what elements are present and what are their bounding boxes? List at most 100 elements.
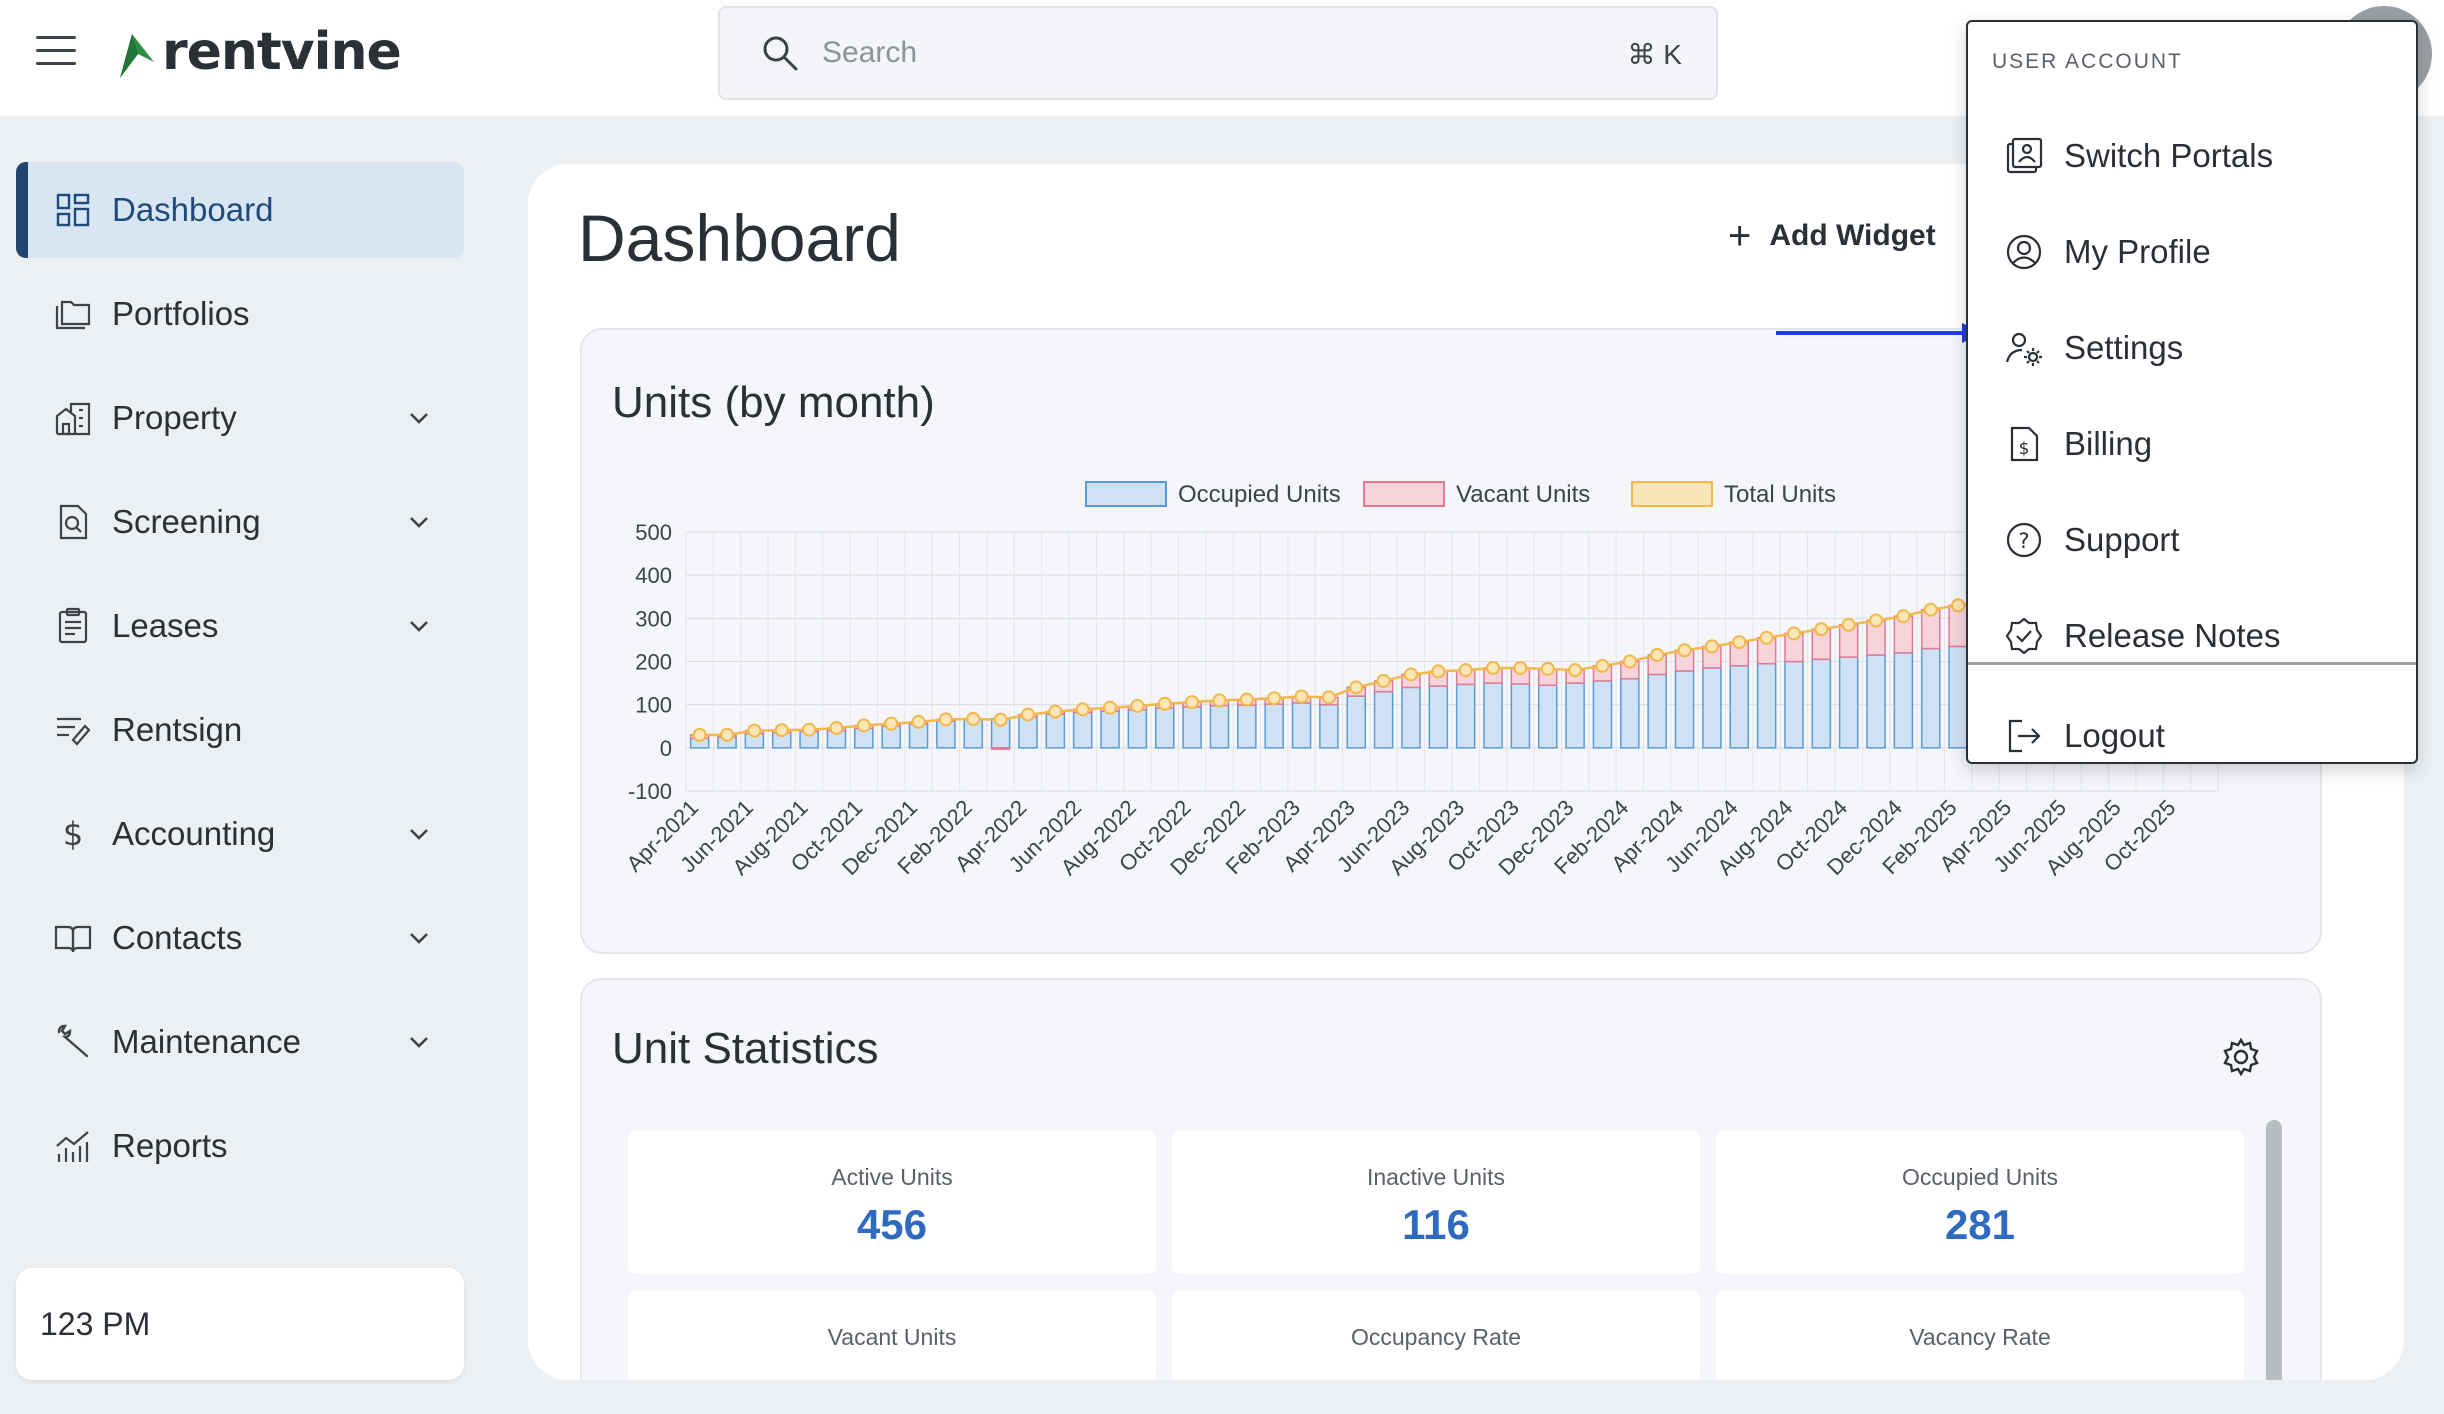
svg-text:?: ? [2018, 529, 2029, 553]
menu-header: USER ACCOUNT [1992, 50, 2183, 73]
menu-item-label: Switch Portals [2064, 137, 2274, 174]
occupied-bar [1072, 711, 1093, 749]
stat-vacancy-rate: Vacancy Rate [1716, 1290, 2244, 1380]
plus-icon: + [1728, 214, 1752, 258]
scrollbar[interactable] [2266, 1120, 2282, 1380]
menu-item-label: Settings [2064, 329, 2184, 366]
sidebar-item-leases[interactable]: Leases [16, 578, 464, 674]
total-units-point [747, 723, 762, 738]
occupied-bar [1373, 690, 1394, 749]
y-tick-label: 100 [635, 693, 672, 718]
menu-item-label: Logout [2064, 717, 2165, 754]
question-circle-icon: ? [2006, 522, 2042, 558]
total-units-point [1622, 654, 1637, 669]
stat-label: Active Units [831, 1164, 953, 1190]
search-icon [763, 36, 798, 71]
search-bar[interactable]: ⌘ K [718, 6, 1718, 100]
sidebar-item-label: Accounting [112, 815, 276, 852]
occupied-bar [1510, 683, 1531, 749]
occupied-bar [1045, 713, 1066, 749]
total-units-point [802, 722, 817, 737]
total-units-point [966, 711, 981, 726]
total-units-point [774, 723, 789, 738]
sidebar-item-contacts[interactable]: Contacts [16, 890, 464, 986]
folders-icon [52, 293, 94, 335]
occupied-bar [1428, 685, 1449, 749]
chevron-down-icon[interactable] [402, 1025, 436, 1059]
stat-occupied-units: Occupied Units 281 [1716, 1130, 2244, 1274]
sidebar-item-accounting[interactable]: $ Accounting [16, 786, 464, 882]
sidebar-item-reports[interactable]: Reports [16, 1098, 464, 1194]
sidebar-item-screening[interactable]: Screening [16, 474, 464, 570]
menu-item-logout[interactable]: Logout [1968, 692, 2416, 780]
chart-icon [52, 1125, 94, 1167]
stat-occupancy-rate: Occupancy Rate [1172, 1290, 1700, 1380]
total-units-point [911, 714, 926, 729]
total-units-point [1814, 622, 1829, 637]
total-units-point [1458, 663, 1473, 678]
menu-item-release-notes[interactable]: Release Notes [1968, 592, 2416, 680]
book-icon [52, 917, 94, 959]
add-widget-label: Add Widget [1769, 219, 1936, 252]
gear-icon[interactable] [2220, 1036, 2262, 1078]
menu-item-support[interactable]: ? Support [1968, 496, 2416, 584]
sidebar: Dashboard Portfolios Property Screening … [0, 116, 480, 1414]
menu-item-billing[interactable]: $ Billing [1968, 400, 2416, 488]
billing-icon: $ [2010, 426, 2039, 462]
sidebar-item-maintenance[interactable]: Maintenance [16, 994, 464, 1090]
y-tick-label: 500 [635, 520, 672, 545]
sidebar-item-portfolios[interactable]: Portfolios [16, 266, 464, 362]
sidebar-item-label: Rentsign [112, 711, 243, 748]
menu-item-label: Support [2064, 521, 2180, 558]
total-units-point [1540, 661, 1555, 676]
total-units-point [1513, 660, 1528, 675]
sidebar-item-label: Screening [112, 503, 261, 540]
sidebar-item-rentsign[interactable]: Rentsign [16, 682, 464, 778]
brand-name: rentvine [162, 22, 402, 82]
organization-switcher[interactable]: 123 PM [16, 1268, 464, 1380]
total-units-point [1212, 693, 1227, 708]
sidebar-item-label: Property [112, 399, 237, 436]
user-gear-icon [2005, 332, 2042, 366]
sidebar-item-dashboard[interactable]: Dashboard [16, 162, 464, 258]
menu-item-switch-portals[interactable]: Switch Portals [1968, 112, 2416, 200]
stat-label: Inactive Units [1366, 1164, 1506, 1190]
occupied-bar [1866, 654, 1886, 749]
chevron-down-icon[interactable] [402, 817, 436, 851]
chevron-down-icon[interactable] [402, 505, 436, 539]
menu-icon[interactable] [36, 36, 76, 68]
legend-label: Vacant Units [1456, 481, 1590, 508]
sign-pen-icon [52, 709, 94, 751]
add-widget-button[interactable]: + Add Widget [1728, 216, 1936, 256]
total-units-point [1759, 630, 1774, 645]
total-units-point [993, 712, 1008, 727]
menu-item-settings[interactable]: Settings [1968, 304, 2416, 392]
total-units-point [1130, 698, 1145, 713]
total-units-point [1321, 690, 1336, 705]
unit-statistics-widget: Unit Statistics Active Units 456 Inactiv… [580, 978, 2322, 1380]
clipboard-icon [52, 605, 94, 647]
menu-item-my-profile[interactable]: My Profile [1968, 208, 2416, 296]
total-units-point [1239, 692, 1254, 707]
stat-label: Vacancy Rate [1909, 1324, 2051, 1350]
total-units-point [829, 720, 844, 735]
total-units-point [1403, 667, 1418, 682]
chevron-down-icon[interactable] [402, 921, 436, 955]
total-units-point [1075, 702, 1090, 717]
annotation-arrow [1776, 323, 1984, 343]
y-tick-label: 0 [660, 736, 672, 761]
chevron-down-icon[interactable] [402, 401, 436, 435]
occupied-bar [1620, 678, 1640, 749]
chevron-down-icon[interactable] [402, 609, 436, 643]
total-units-point [1294, 689, 1309, 704]
sidebar-item-property[interactable]: Property [16, 370, 464, 466]
buildings-icon [52, 397, 94, 439]
search-input[interactable] [822, 36, 1582, 70]
svg-text:$: $ [63, 815, 83, 853]
occupied-bar [1154, 707, 1175, 749]
brand-logo[interactable]: rentvine [116, 22, 402, 82]
grid-icon [52, 189, 94, 231]
sidebar-item-label: Contacts [112, 919, 243, 956]
occupied-bar [1346, 695, 1367, 749]
user-circle-icon [2006, 234, 2042, 270]
